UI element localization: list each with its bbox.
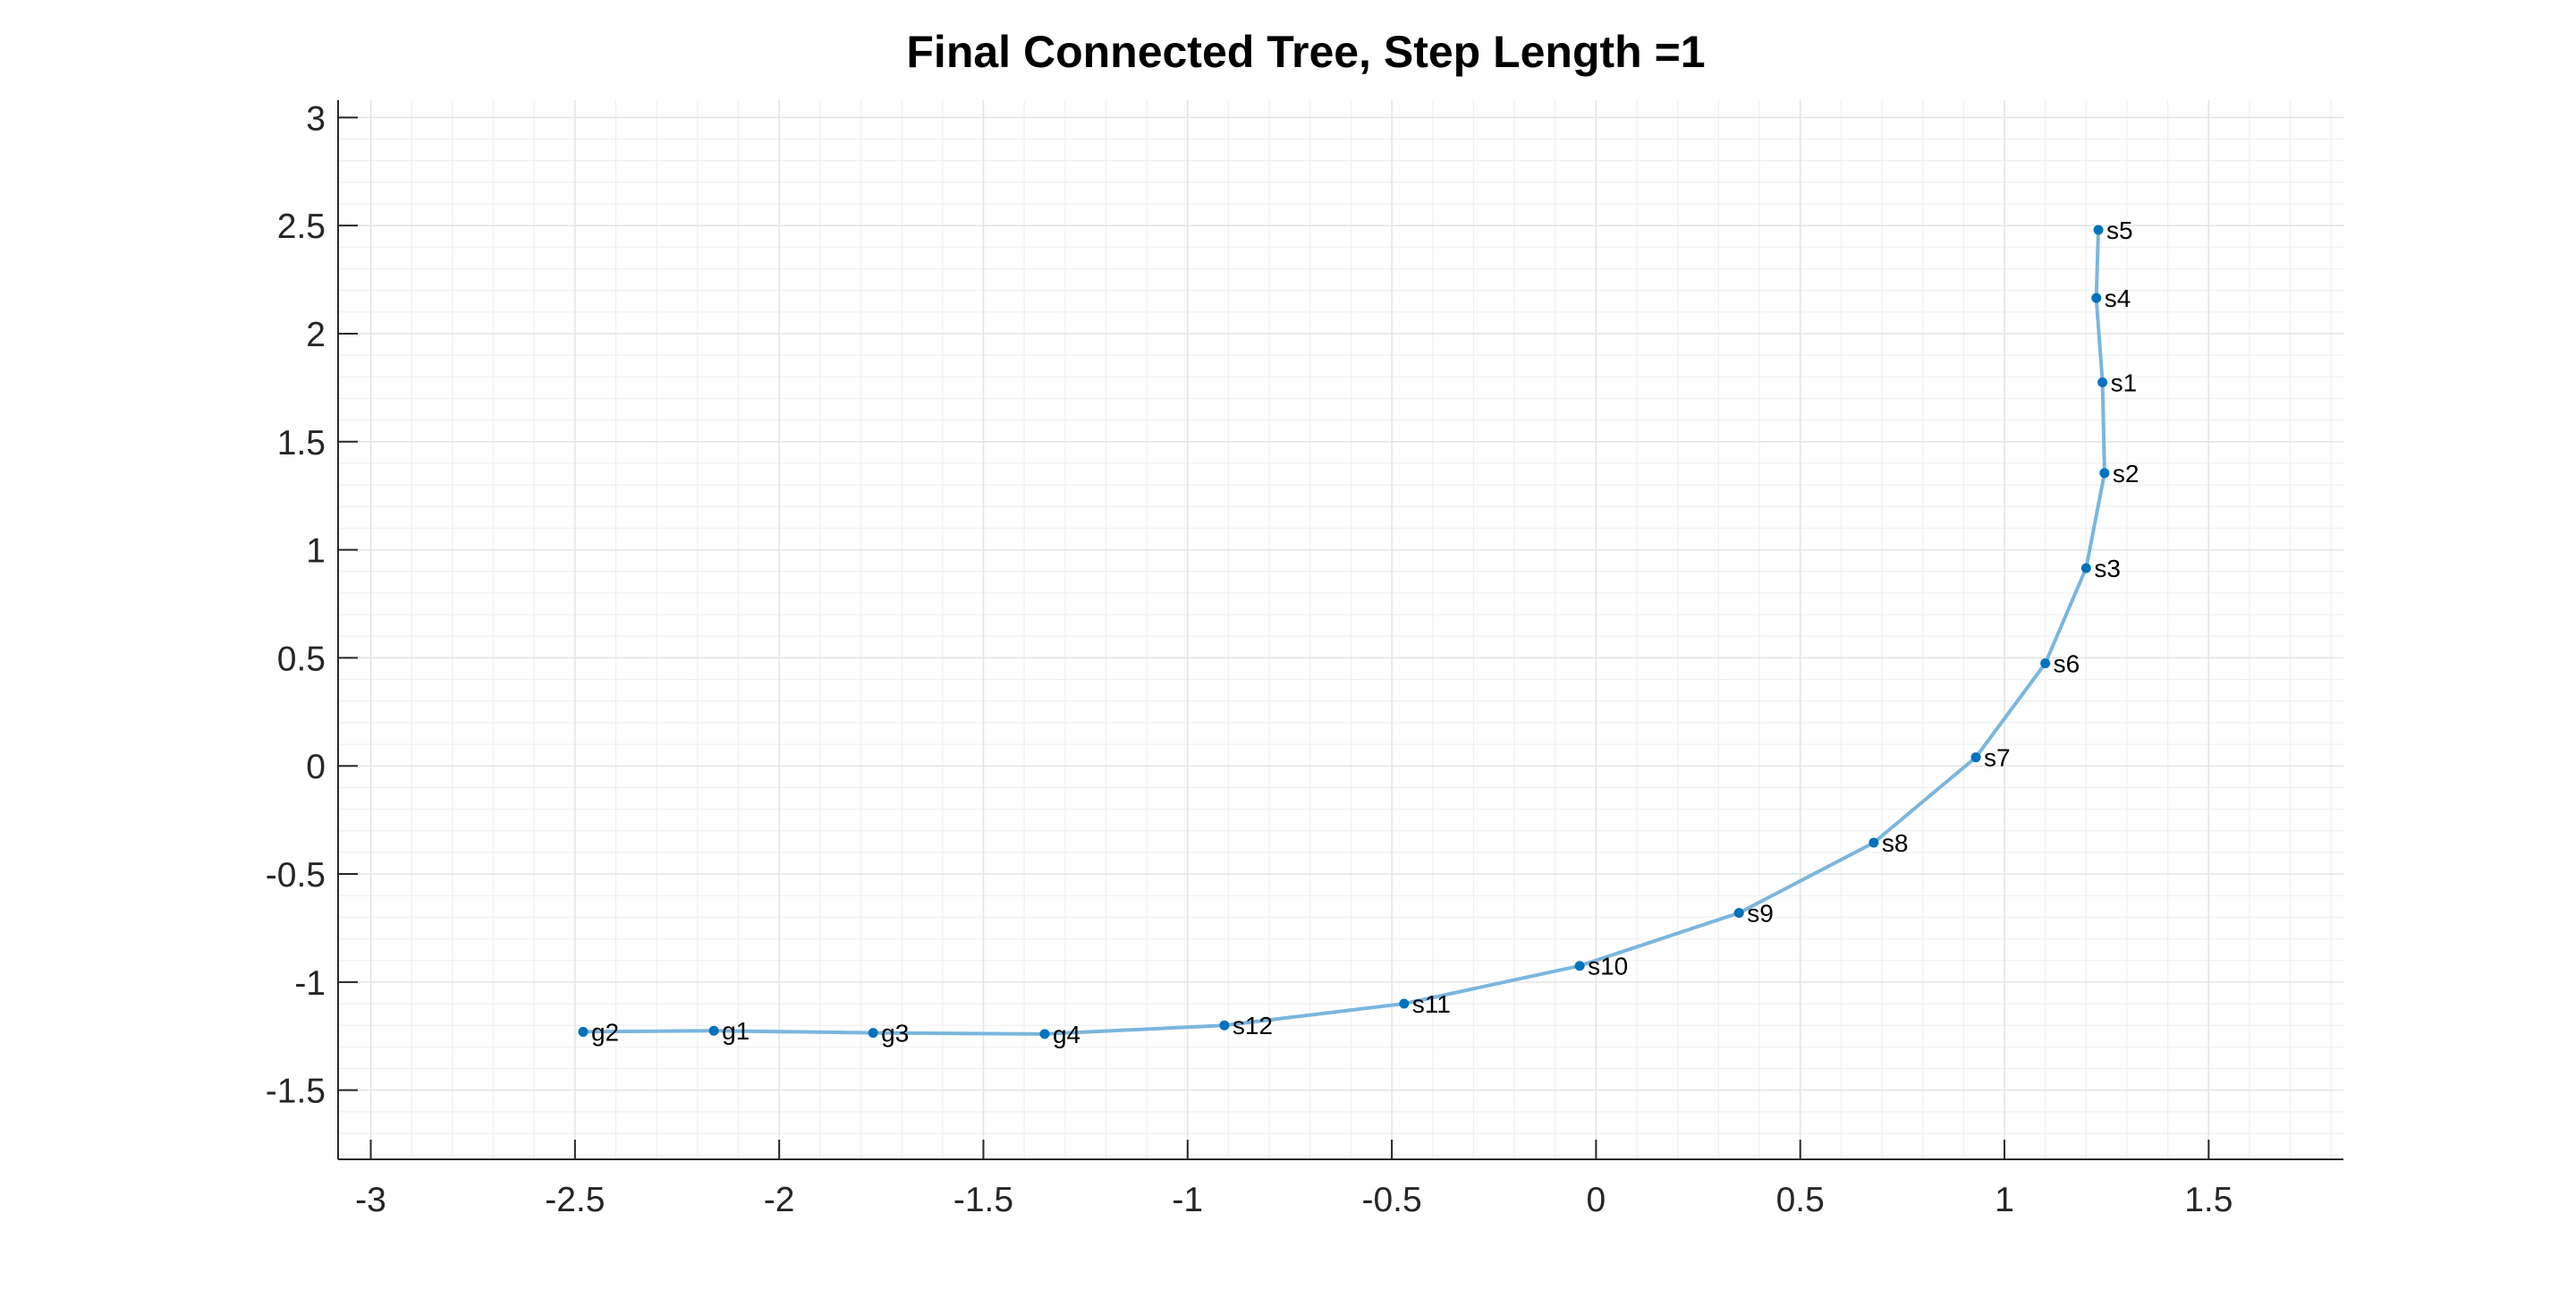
y-axis: 3 2.5 2 1.5 1 0.5 0 -0.5 -1 -1.5 (266, 99, 358, 1111)
node-label-s7: s7 (1984, 744, 2011, 772)
node-label-g2: g2 (591, 1018, 619, 1046)
y-tick-label: 0.5 (277, 640, 326, 678)
plot-area: -3 -2.5 -2 -1.5 -1 -0.5 0 0.5 1 1.5 3 2.5 2 1.5 1 0.5 0… (266, 99, 2343, 1219)
node-label-s5: s5 (2106, 216, 2133, 244)
node-label-s4: s4 (2105, 284, 2131, 312)
node-marker-s1 (2097, 377, 2108, 387)
node-marker-s7 (1970, 752, 1981, 763)
node-label-s12: s12 (1233, 1012, 1273, 1039)
node-label-s8: s8 (1882, 829, 1909, 857)
plot-background (338, 100, 2343, 1159)
node-marker-g1 (708, 1025, 719, 1036)
node-label-s10: s10 (1588, 953, 1628, 980)
node-marker-s5 (2093, 225, 2104, 235)
node-marker-s4 (2091, 293, 2102, 303)
node-marker-s2 (2099, 468, 2110, 479)
chart-title: Final Connected Tree, Step Length =1 (906, 27, 1705, 77)
y-tick-label: 1 (306, 532, 326, 571)
x-tick-label: -2.5 (545, 1181, 605, 1219)
major-grid (338, 100, 2343, 1159)
x-tick-label: -2 (764, 1181, 795, 1219)
x-tick-label: 0 (1587, 1181, 1606, 1219)
y-tick-label: 1.5 (277, 424, 326, 462)
node-label-g1: g1 (722, 1017, 750, 1045)
x-axis: -3 -2.5 -2 -1.5 -1 -0.5 0 0.5 1 1.5 (355, 1140, 2233, 1219)
node-marker-s3 (2080, 563, 2091, 573)
x-tick-label: 1.5 (2184, 1181, 2233, 1219)
x-tick-label: 0.5 (1776, 1181, 1825, 1219)
node-label-s1: s1 (2111, 369, 2138, 396)
node-label-s9: s9 (1747, 900, 1774, 928)
y-tick-label: 2.5 (277, 208, 326, 246)
node-label-s6: s6 (2054, 649, 2080, 677)
node-marker-s11 (1399, 998, 1410, 1009)
node-marker-g2 (578, 1026, 589, 1037)
y-tick-label: -0.5 (266, 856, 326, 895)
x-tick-label: -0.5 (1361, 1181, 1421, 1219)
node-marker-g4 (1039, 1029, 1050, 1039)
x-tick-label: -1.5 (953, 1181, 1013, 1219)
node-marker-g3 (868, 1028, 878, 1039)
x-tick-label: 1 (1995, 1181, 2014, 1219)
node-marker-s9 (1733, 908, 1744, 919)
node-label-g4: g4 (1053, 1021, 1080, 1048)
node-label-g3: g3 (881, 1020, 909, 1048)
y-tick-label: 2 (306, 316, 326, 354)
x-tick-label: -1 (1172, 1181, 1203, 1219)
node-label-s11: s11 (1412, 990, 1451, 1018)
y-tick-label: 0 (306, 748, 326, 786)
y-tick-label: -1 (294, 964, 326, 1003)
node-label-s3: s3 (2094, 555, 2121, 582)
node-marker-s12 (1219, 1020, 1230, 1031)
tree-series: s5 s4 s1 s2 s3 s6 s7 s8 s9 s10 s11 s12 g4 g3 g1 g2 (578, 216, 2139, 1048)
y-tick-label: -1.5 (266, 1073, 326, 1111)
node-marker-s10 (1574, 961, 1585, 971)
node-marker-s8 (1868, 837, 1879, 848)
tree-path-line (582, 229, 2106, 1036)
x-tick-label: -3 (355, 1181, 386, 1219)
node-marker-s6 (2040, 657, 2051, 668)
node-label-s2: s2 (2113, 460, 2140, 488)
y-tick-label: 3 (306, 99, 326, 138)
